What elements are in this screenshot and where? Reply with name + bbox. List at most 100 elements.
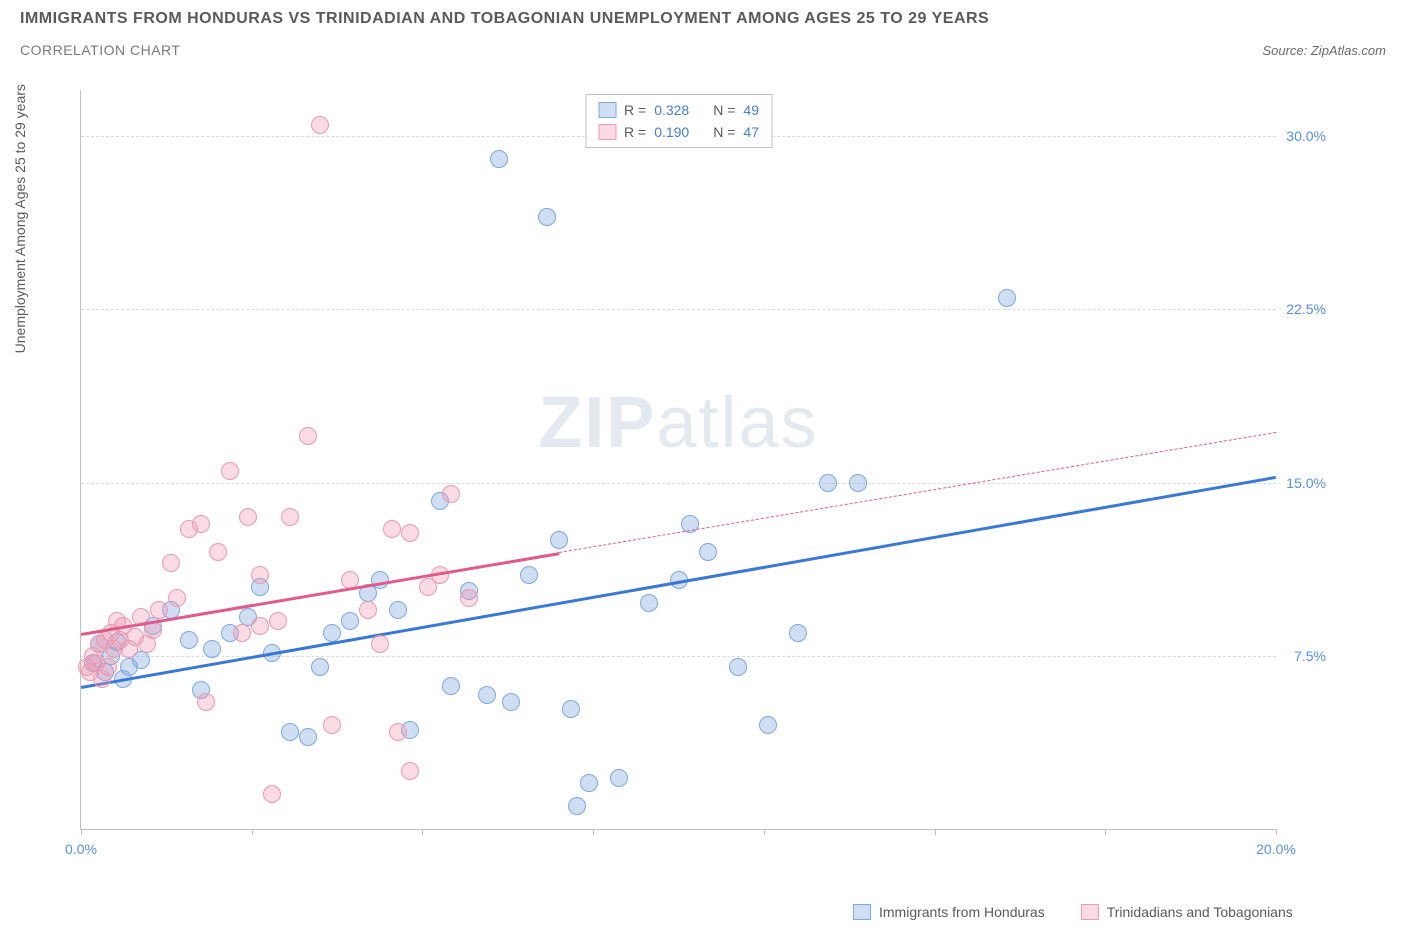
x-tick-label: 20.0% [1256,841,1296,857]
r-value: 0.190 [654,121,689,143]
x-tick [764,829,765,835]
chart-container: Unemployment Among Ages 25 to 29 years Z… [60,90,1326,870]
data-point [550,531,568,549]
y-tick-label: 22.5% [1286,301,1326,317]
data-point [203,640,221,658]
data-point [359,601,377,619]
x-tick [252,829,253,835]
data-point [580,774,598,792]
data-point [389,723,407,741]
y-tick-label: 7.5% [1294,648,1326,664]
n-value: 47 [743,121,759,143]
data-point [341,612,359,630]
data-point [699,543,717,561]
data-point [442,677,460,695]
legend-row: R =0.328N =49 [598,99,759,121]
legend-row: R = 0.190 N = 47 [598,121,759,143]
watermark: ZIPatlas [538,382,818,464]
correlation-legend-box: R = 0.328 N = 49R = 0.190 N = 47 [585,94,772,148]
source-prefix: Source: [1262,43,1310,58]
data-point [197,693,215,711]
data-point [233,624,251,642]
data-point [849,474,867,492]
data-point [299,728,317,746]
data-point [221,462,239,480]
x-tick-label: 0.0% [65,841,97,857]
n-label: N = [713,121,735,143]
data-point [502,693,520,711]
chart-title: IMMIGRANTS FROM HONDURAS VS TRINIDADIAN … [20,10,1386,28]
x-tick [422,829,423,835]
subtitle-row: CORRELATION CHART Source: ZipAtlas.com [20,42,1386,58]
data-point [568,797,586,815]
data-point [389,601,407,619]
data-point [311,658,329,676]
data-point [729,658,747,676]
data-point [789,624,807,642]
data-point [269,612,287,630]
r-value: 0.328 [654,99,689,121]
data-point [640,594,658,612]
data-point [180,631,198,649]
data-point [759,716,777,734]
bottom-legend: Immigrants from Honduras Trinidadians an… [853,904,1293,920]
data-point [299,427,317,445]
x-tick [81,829,82,835]
data-point [478,686,496,704]
data-point [251,617,269,635]
gridline [81,309,1276,310]
watermark-zip: ZIP [538,383,656,463]
legend-swatch-icon [598,102,616,118]
data-point [99,658,117,676]
data-point [538,208,556,226]
n-value: 49 [743,99,759,121]
data-point [111,631,129,649]
data-point [323,624,341,642]
x-tick [1105,829,1106,835]
data-point [401,524,419,542]
data-point [460,589,478,607]
data-point [162,554,180,572]
data-point [371,635,389,653]
data-point [168,589,186,607]
data-point [520,566,538,584]
data-point [192,515,210,533]
y-axis-label: Unemployment Among Ages 25 to 29 years [12,84,28,353]
x-tick [935,829,936,835]
data-point [150,601,168,619]
legend-swatch-icon [1081,904,1099,920]
data-point [281,508,299,526]
data-point [209,543,227,561]
legend-swatch-icon [598,124,616,140]
data-point [383,520,401,538]
r-label: R = [624,121,646,143]
data-point [562,700,580,718]
legend-swatch-icon [853,904,871,920]
watermark-rest: atlas [656,383,818,463]
y-tick-label: 15.0% [1286,475,1326,491]
x-tick [593,829,594,835]
source-attribution: Source: ZipAtlas.com [1262,43,1386,58]
legend-item-honduras: Immigrants from Honduras [853,904,1045,920]
data-point [281,723,299,741]
legend-label-honduras: Immigrants from Honduras [879,904,1045,920]
legend-item-trinidad: Trinidadians and Tobagonians [1081,904,1293,920]
data-point [998,289,1016,307]
data-point [263,785,281,803]
data-point [239,508,257,526]
source-name: ZipAtlas.com [1311,43,1386,58]
chart-header: IMMIGRANTS FROM HONDURAS VS TRINIDADIAN … [0,0,1406,58]
data-point [311,116,329,134]
data-point [610,769,628,787]
data-point [401,762,419,780]
x-tick [1276,829,1277,835]
data-point [490,150,508,168]
n-label: N = [713,99,735,121]
legend-label-trinidad: Trinidadians and Tobagonians [1107,904,1293,920]
trend-line [559,432,1276,553]
data-point [251,566,269,584]
data-point [323,716,341,734]
plot-area: ZIPatlas 7.5%15.0%22.5%30.0%0.0%20.0%R =… [80,90,1276,830]
data-point [819,474,837,492]
gridline [81,483,1276,484]
